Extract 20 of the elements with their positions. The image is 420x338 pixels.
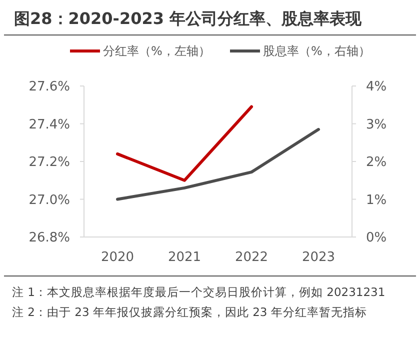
y2-tick-label: 0% xyxy=(366,230,387,246)
y-tick-label: 27.0% xyxy=(28,192,70,208)
y2-tick-label: 1% xyxy=(366,192,387,208)
y2-tick-label: 3% xyxy=(366,117,387,132)
legend-label: 股息率（%，右轴） xyxy=(263,44,370,58)
y-tick-label: 27.2% xyxy=(28,155,70,170)
text: 注 2：由于 23 年年报仅披露分红预案，因此 23 年分红率暂无指标 xyxy=(12,305,367,319)
line-series xyxy=(116,128,320,201)
y-tick-label: 26.8% xyxy=(28,230,70,246)
y2-tick-label: 2% xyxy=(366,155,387,170)
chart-title: 图28：2020-2023 年公司分红率、股息率表现 xyxy=(14,9,363,28)
x-tick-label: 2020 xyxy=(100,250,134,265)
x-tick-label: 2023 xyxy=(302,250,336,265)
y2-tick-label: 4% xyxy=(366,80,387,95)
y-tick-label: 27.6% xyxy=(28,80,70,95)
text: 注 1：本文股息率根据年度最后一个交易日股价计算，例如 20231231 xyxy=(12,285,386,299)
x-tick-label: 2021 xyxy=(168,250,202,265)
x-tick-label: 2022 xyxy=(234,250,268,265)
legend-label: 分红率（%，左轴） xyxy=(103,44,210,58)
y-tick-label: 27.4% xyxy=(28,117,70,132)
